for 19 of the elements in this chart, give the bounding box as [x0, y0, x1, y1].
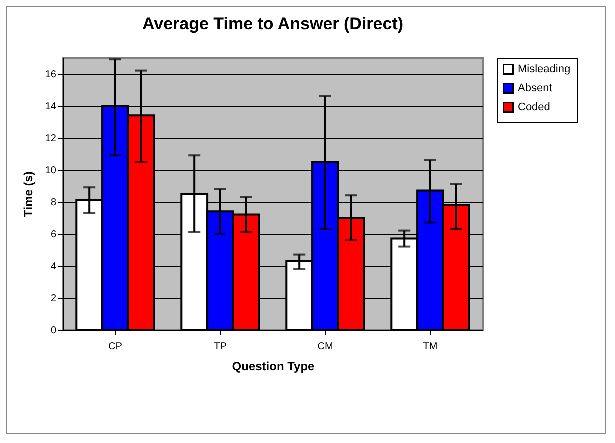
x-axis-title: Question Type — [232, 360, 316, 374]
y-tick-label: 4 — [50, 262, 57, 272]
chart-title: Average Time to Answer (Direct) — [142, 14, 404, 34]
x-tick-label: CM — [318, 342, 334, 352]
y-tick-label: 12 — [45, 134, 57, 144]
y-tick-label: 2 — [50, 294, 57, 304]
legend-label: Absent — [518, 82, 552, 94]
x-tick-label: TP — [214, 342, 228, 352]
y-tick-label: 14 — [45, 102, 57, 112]
y-axis-title: Time (s) — [21, 172, 36, 218]
legend-label: Misleading — [518, 64, 571, 76]
y-tick-label: 16 — [45, 70, 57, 80]
legend-label: Coded — [518, 102, 550, 114]
y-tick-label: 10 — [45, 166, 57, 176]
y-tick-label: 0 — [50, 326, 57, 336]
x-tick-label: TM — [423, 342, 438, 352]
x-tick-label: CP — [108, 342, 123, 352]
y-tick-label: 6 — [50, 230, 57, 240]
y-tick-label: 8 — [50, 198, 57, 208]
